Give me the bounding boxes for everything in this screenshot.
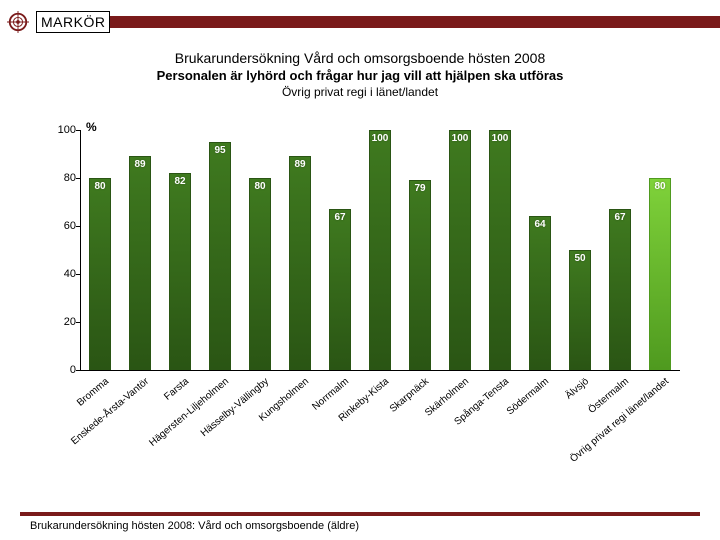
target-icon	[7, 11, 29, 33]
x-tick-label: Farsta	[162, 376, 191, 403]
y-tick-mark	[76, 370, 80, 371]
title-line-2: Personalen är lyhörd och frågar hur jag …	[0, 68, 720, 83]
bar-value-label: 80	[654, 181, 665, 192]
bar: 80	[649, 178, 671, 370]
bar-value-label: 80	[94, 181, 105, 192]
bar-value-label: 100	[372, 133, 389, 144]
brand-box: MARKÖR	[36, 11, 110, 33]
y-tick-label: 0	[40, 364, 76, 376]
bar: 67	[609, 209, 631, 370]
footer-text: Brukarundersökning hösten 2008: Vård och…	[0, 520, 720, 532]
y-tick-mark	[76, 322, 80, 323]
y-tick-mark	[76, 130, 80, 131]
bar: 89	[129, 156, 151, 370]
bar: 79	[409, 180, 431, 370]
bar: 100	[449, 130, 471, 370]
bar: 67	[329, 209, 351, 370]
bar: 100	[369, 130, 391, 370]
bar: 89	[289, 156, 311, 370]
y-tick-label: 80	[40, 172, 76, 184]
chart-titles: Brukarundersökning Vård och omsorgsboend…	[0, 50, 720, 99]
header: MARKÖR	[0, 10, 720, 34]
bar-value-label: 82	[174, 176, 185, 187]
y-tick-mark	[76, 274, 80, 275]
bar-value-label: 50	[574, 253, 585, 264]
brand-icon-wrap	[0, 10, 36, 34]
header-stripe	[110, 16, 720, 28]
y-tick-mark	[76, 226, 80, 227]
bar: 50	[569, 250, 591, 370]
x-tick-label: Södermalm	[505, 376, 551, 417]
bar-value-label: 100	[452, 133, 469, 144]
bar: 80	[89, 178, 111, 370]
y-tick-label: 20	[40, 316, 76, 328]
y-tick-label: 60	[40, 220, 76, 232]
y-tick-label: 100	[40, 124, 76, 136]
bar: 80	[249, 178, 271, 370]
bar-chart: % 808982958089671007910010064506780 0204…	[40, 120, 690, 450]
y-tick-mark	[76, 178, 80, 179]
x-tick-label: Bromma	[75, 376, 111, 409]
title-line-1: Brukarundersökning Vård och omsorgsboend…	[0, 50, 720, 66]
bar-value-label: 67	[614, 212, 625, 223]
footer: Brukarundersökning hösten 2008: Vård och…	[0, 512, 720, 532]
x-tick-label: Enskede-Årsta-Vantör	[69, 376, 151, 447]
footer-stripe	[20, 512, 700, 516]
x-tick-label: Älvsjö	[564, 376, 592, 402]
x-tick-label: Hässelby-Vällingby	[199, 376, 271, 439]
bar-value-label: 89	[134, 159, 145, 170]
bar: 95	[209, 142, 231, 370]
bar-value-label: 100	[492, 133, 509, 144]
bar: 100	[489, 130, 511, 370]
x-axis	[80, 370, 680, 371]
bar-value-label: 64	[534, 219, 545, 230]
title-line-3: Övrig privat regi i länet/landet	[0, 85, 720, 99]
bar-value-label: 80	[254, 181, 265, 192]
bar-value-label: 67	[334, 212, 345, 223]
brand-label: MARKÖR	[41, 14, 105, 30]
bar: 64	[529, 216, 551, 370]
bar: 82	[169, 173, 191, 370]
bar-value-label: 79	[414, 183, 425, 194]
bar-value-label: 95	[214, 145, 225, 156]
plot-area: 80 89 82 95 80 89 67 100 79 100 100 64 50 67 80	[80, 130, 680, 370]
y-tick-label: 40	[40, 268, 76, 280]
bar-value-label: 89	[294, 159, 305, 170]
